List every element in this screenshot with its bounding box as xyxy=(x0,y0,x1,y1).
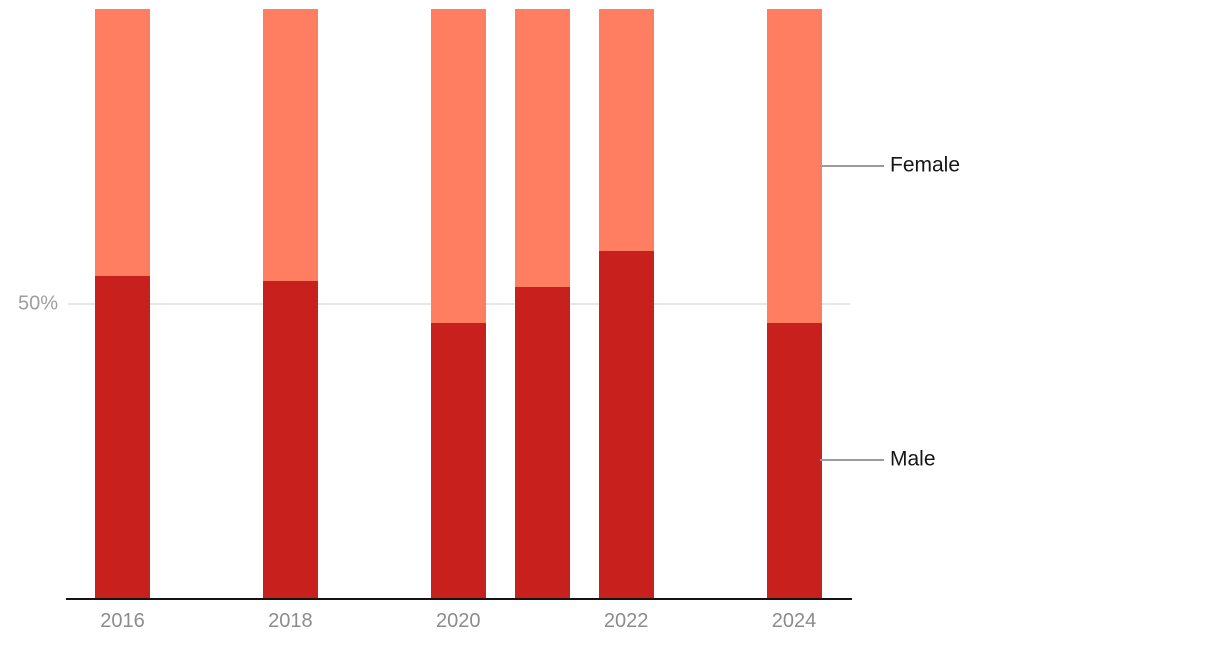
bar-2016 xyxy=(95,9,150,598)
x-axis-label-2024: 2024 xyxy=(771,610,817,632)
bar-segment-male-2021 xyxy=(514,287,570,598)
bar-segment-male-2018 xyxy=(262,280,318,598)
bar-segment-female-2021 xyxy=(514,9,570,287)
bar-2022 xyxy=(598,9,654,598)
bar-segment-female-2016 xyxy=(95,9,150,276)
x-axis-label-2022: 2022 xyxy=(603,610,649,632)
bar-segment-male-2016 xyxy=(95,275,150,598)
y-axis-tick-label-50: 50% xyxy=(17,292,58,314)
x-axis-baseline xyxy=(66,598,852,600)
bar-segment-female-2022 xyxy=(598,9,654,252)
bar-segment-female-2018 xyxy=(262,9,318,281)
x-axis-label-2020: 2020 xyxy=(436,610,481,632)
bar-segment-female-2024 xyxy=(766,9,822,323)
legend-label-female: Female xyxy=(890,153,961,177)
bar-segment-female-2020 xyxy=(430,9,486,323)
bar-segment-male-2022 xyxy=(598,251,654,598)
bar-2024 xyxy=(766,9,822,598)
x-axis-label-2018: 2018 xyxy=(268,610,313,632)
bar-2018 xyxy=(262,9,318,598)
bar-segment-male-2020 xyxy=(430,322,486,598)
bar-2021 xyxy=(514,9,570,598)
legend-callout-line-male xyxy=(820,459,884,462)
legend-label-male: Male xyxy=(890,447,936,471)
bar-segment-male-2024 xyxy=(766,322,822,598)
legend-callout-line-female xyxy=(820,164,884,167)
x-axis-label-2016: 2016 xyxy=(100,610,145,632)
bar-2020 xyxy=(430,9,486,598)
